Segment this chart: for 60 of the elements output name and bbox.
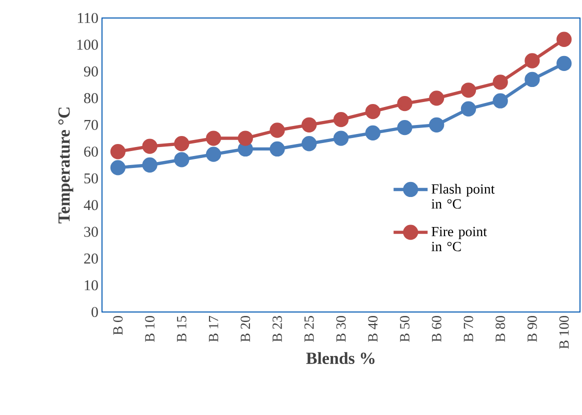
- x-tick-label: B 70: [464, 316, 474, 342]
- y-tick-label: 40: [84, 200, 98, 210]
- y-tick-label: 60: [84, 146, 98, 157]
- point: [333, 112, 349, 128]
- x-tick-label: B 30: [336, 316, 346, 342]
- point: [429, 90, 444, 106]
- point: [365, 104, 380, 120]
- point: [333, 130, 349, 146]
- point: [174, 152, 190, 168]
- point: [142, 157, 158, 173]
- y-tick-label: 50: [84, 173, 98, 184]
- y-tick-label: 10: [84, 280, 98, 290]
- point: [110, 160, 126, 176]
- x-tick-label: B 60: [432, 316, 442, 342]
- y-tick-label: 110: [78, 12, 98, 24]
- point: [302, 117, 317, 132]
- y-axis-title: Temperature °C: [58, 108, 74, 224]
- x-tick-label: B 100: [559, 316, 569, 349]
- x-tick-label: B 20: [240, 316, 250, 342]
- y-tick-label: 80: [84, 93, 98, 104]
- x-axis-title: Blends %: [306, 352, 374, 364]
- y-tick-label: 100: [77, 40, 98, 50]
- y-tick-label: 30: [84, 226, 98, 237]
- legend-label: Fire point in °C: [431, 226, 487, 252]
- point: [174, 136, 190, 152]
- point: [524, 72, 540, 88]
- x-tick-label: B 0: [113, 316, 123, 335]
- x-tick-label: B 90: [527, 316, 537, 342]
- x-tick-label: B 17: [208, 316, 218, 342]
- x-tick-label: B 25: [304, 316, 314, 342]
- x-tick-label: B 23: [272, 316, 282, 342]
- point: [206, 130, 222, 146]
- point: [397, 96, 412, 112]
- point: [556, 32, 572, 47]
- point: [556, 56, 572, 72]
- point: [365, 125, 380, 140]
- x-tick-label: B 40: [368, 316, 378, 342]
- x-tick-label: B 50: [400, 316, 410, 342]
- point: [270, 141, 285, 157]
- point: [302, 136, 317, 152]
- point: [460, 101, 476, 116]
- y-tick-label: 90: [84, 66, 98, 76]
- legend-label: Flash point in °C: [431, 184, 495, 209]
- point: [270, 122, 285, 138]
- point: [429, 117, 444, 132]
- y-tick-label: 20: [84, 254, 98, 264]
- point: [397, 120, 412, 136]
- x-tick-label: B 10: [145, 316, 155, 342]
- x-tick-label: B 15: [176, 316, 186, 342]
- point: [206, 146, 222, 162]
- point: [492, 93, 508, 108]
- point: [142, 138, 158, 154]
- point: [524, 53, 540, 68]
- point: [460, 82, 476, 98]
- point: [238, 130, 253, 146]
- point: [492, 74, 508, 90]
- y-tick-label: 0: [92, 306, 98, 318]
- point: [110, 144, 126, 160]
- x-tick-label: B 80: [496, 316, 506, 342]
- y-tick-label: 70: [84, 120, 98, 130]
